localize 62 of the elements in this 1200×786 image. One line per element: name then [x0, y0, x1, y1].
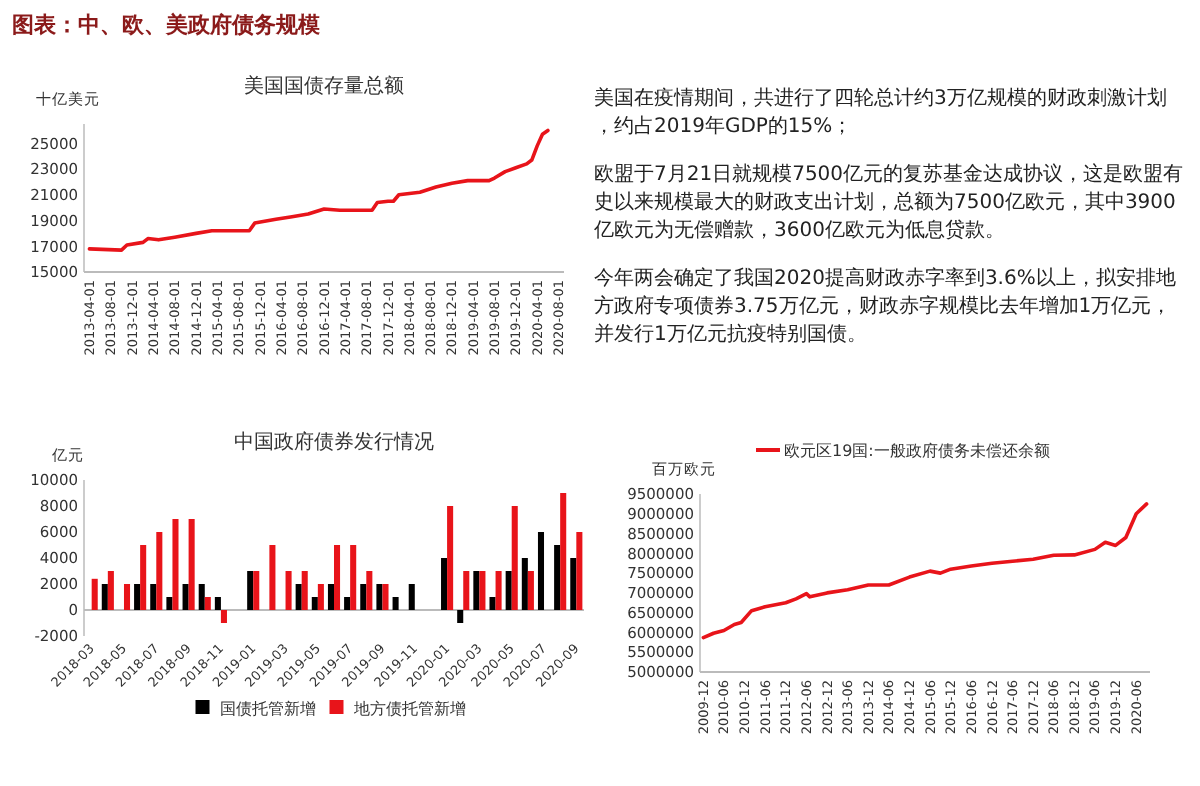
bar [220, 610, 227, 623]
legend-label: 欧元区19国:一般政府债务未偿还余额 [784, 441, 1050, 460]
bar [457, 610, 464, 623]
bar [156, 532, 163, 610]
bar [107, 571, 114, 610]
bar [301, 571, 308, 610]
bar [166, 597, 173, 610]
bar [489, 597, 496, 610]
bar [204, 597, 211, 610]
bar [447, 506, 454, 610]
bar [317, 584, 324, 610]
legend-label: 国债托管新增 [219, 699, 316, 718]
bar [311, 597, 318, 610]
bar [350, 545, 357, 610]
bar [576, 532, 583, 610]
bar [392, 597, 399, 610]
bar [473, 571, 480, 610]
bar [123, 584, 131, 610]
bar [505, 571, 512, 610]
bar [537, 532, 545, 610]
bar [495, 571, 502, 610]
bar [511, 506, 518, 610]
bar [214, 597, 221, 610]
bar [570, 558, 577, 610]
bar [463, 571, 470, 610]
bar [295, 584, 302, 610]
bar [479, 571, 486, 610]
line-series [87, 128, 550, 252]
bar [382, 584, 389, 610]
bar [172, 519, 179, 610]
bar [101, 584, 108, 610]
bar [198, 584, 205, 610]
chart-title: 美国国债存量总额 [244, 74, 404, 98]
bar [376, 584, 383, 610]
bar [521, 558, 528, 610]
bar [134, 584, 141, 610]
legend-label: 地方债托管新增 [351, 699, 466, 718]
bar [408, 584, 415, 610]
text: 欧盟于7月21日就规模7500亿元的复苏基金达成协议，这是欧盟有史以来规模最大的财政支出计划，总额为7500亿欧元，其中3900亿欧元为无偿赠款，3600亿欧元为低息贷款。 [592, 162, 1184, 242]
bar [554, 545, 561, 610]
bar [91, 578, 98, 610]
text: 今年两会确定了我国2020提高财政赤字率到3.6%以上，拟安排地方政府专项债券3.75万亿元，财政赤字规模比去年增加1万亿元，并发行1万亿元抗疫特别国债。 [594, 266, 1176, 346]
bar [253, 571, 260, 610]
bar [182, 584, 189, 610]
bar [150, 584, 157, 610]
bar [560, 493, 567, 610]
line-series [701, 502, 1149, 640]
bar [140, 545, 147, 610]
bar [366, 571, 373, 610]
text: 美国在疫情期间，共进行了四轮总计约3万亿规模的财政刺激计划，约占2019年GDP的15%； [594, 86, 1167, 138]
bar [285, 571, 292, 610]
bar [188, 519, 195, 610]
bar [327, 584, 334, 610]
bar [344, 597, 351, 610]
bar [360, 584, 367, 610]
bar [441, 558, 448, 610]
bar [334, 545, 341, 610]
bar [269, 545, 276, 610]
bar [247, 571, 254, 610]
text: 图表：中、欧、美政府债务规模 [12, 12, 322, 38]
bar [527, 571, 534, 610]
chart-title: 中国政府债券发行情况 [234, 430, 434, 454]
